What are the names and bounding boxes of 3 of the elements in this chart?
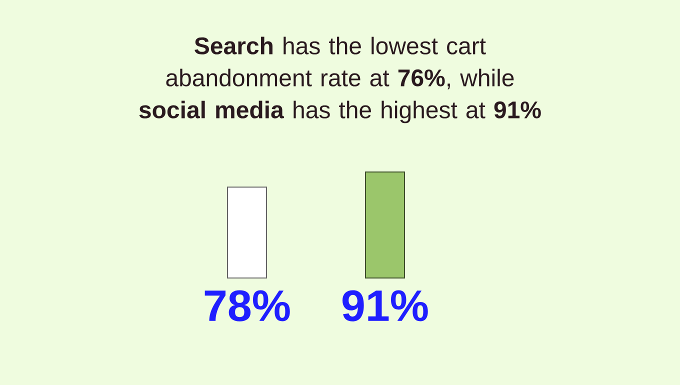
data-label: 78% <box>204 290 290 322</box>
data-label: 91% <box>342 290 428 322</box>
chart-title: Search has the lowest cart abandonment rate at 76%, while social media has the highest at 91% <box>139 36 541 124</box>
